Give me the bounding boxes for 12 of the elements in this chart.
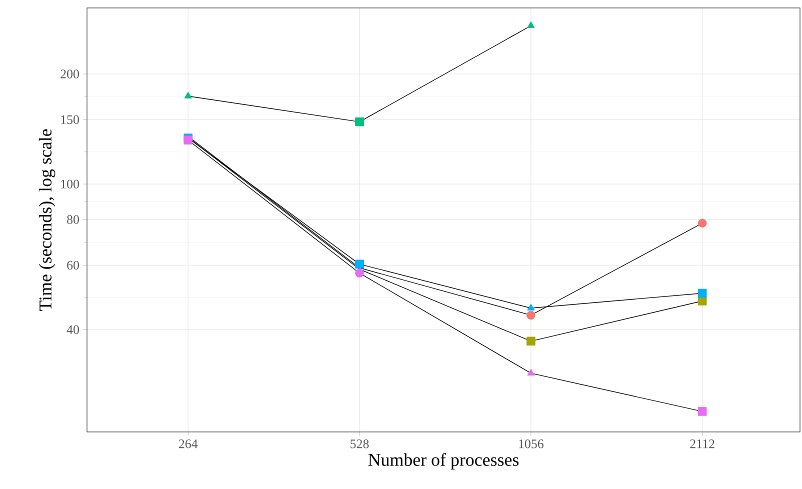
y-tick-label: 200 [60, 70, 79, 78]
x-tick-label: 2112 [690, 439, 714, 448]
y-tick-label: 60 [67, 260, 79, 270]
y-axis-title: Time (seconds), log scale [38, 129, 56, 311]
y-tick-label: 40 [66, 325, 79, 334]
x-tick-label: 528 [350, 439, 369, 448]
x-tick-label: 264 [178, 439, 198, 448]
y-tick-label: 100 [61, 180, 79, 188]
x-tick-label: 1056 [519, 439, 544, 448]
x-axis-title: Number of processes [368, 453, 519, 470]
y-tick-label: 150 [61, 115, 79, 124]
y-tick-label: 80 [67, 215, 79, 224]
